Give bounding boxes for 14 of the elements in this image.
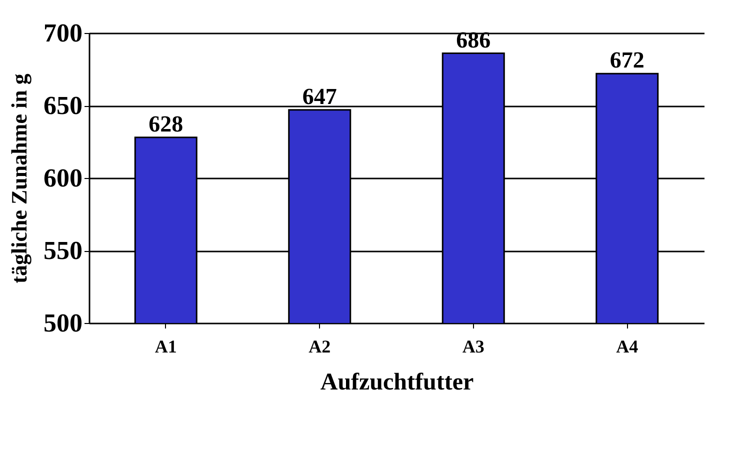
x-axis-title: Aufzuchtfutter	[320, 370, 474, 396]
y-tick-label: 600	[44, 164, 82, 192]
data-label: 628	[148, 111, 184, 136]
data-label: 672	[610, 48, 644, 73]
x-tick-label: A4	[616, 336, 638, 356]
x-tick-label: A2	[308, 336, 331, 356]
data-label: 647	[302, 84, 337, 109]
y-tick-label: 550	[44, 236, 82, 265]
x-tick-label: A3	[462, 336, 484, 356]
y-tick-label: 700	[44, 18, 82, 48]
y-axis-title: tägliche Zunahme in g	[6, 74, 32, 284]
x-tick-label: A1	[154, 336, 177, 356]
y-tick-label: 650	[44, 91, 82, 120]
y-tick-label: 500	[44, 308, 82, 338]
